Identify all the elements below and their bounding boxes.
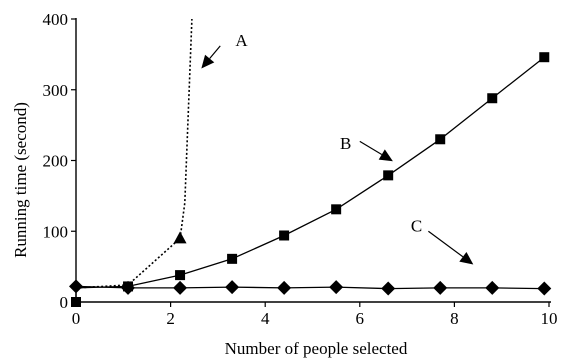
series-b-line [75,56,545,302]
series-b-point [331,204,342,215]
series-c-point [173,280,188,295]
arrow-a-shaft [209,45,221,59]
series-b-point [71,297,81,307]
series-c-point [485,280,500,295]
series-b-point [487,93,498,104]
series-c-point [121,280,136,295]
series-b-point [435,134,446,145]
arrow-c-head [459,251,474,265]
series-c-point [381,281,396,296]
y-tick-label: 0 [60,293,69,312]
series-c-point [537,281,552,296]
series-a-line [75,18,193,289]
series-c-line [75,285,545,290]
label-b: B [340,134,351,153]
y-tick-label: 400 [43,10,69,29]
label-a: A [235,31,248,50]
arrow-a-head [201,54,215,69]
series-a-point [173,231,187,244]
label-c: C [411,217,422,236]
x-tick-label: 10 [541,309,558,328]
y-tick-label: 100 [43,222,69,241]
series-b-point [279,230,290,241]
series-c-point [433,280,448,295]
series-b-point [227,253,238,264]
y-axis-title: Running time (second) [11,102,30,258]
arrow-b-head [378,149,393,162]
y-tick-label: 200 [43,152,69,171]
series-c-point [225,280,240,295]
series-c-point [329,280,344,295]
x-axis-title: Number of people selected [225,339,408,358]
x-tick-label: 6 [356,309,365,328]
x-tick-label: 8 [450,309,459,328]
x-tick-label: 2 [166,309,175,328]
arrow-b-shaft [359,140,383,156]
y-tick-label: 300 [43,81,69,100]
series-b-point [175,270,186,281]
arrow-c-shaft [428,230,464,258]
series-b-point [383,170,394,181]
series-c-point [277,280,292,295]
series-b-point [539,52,550,63]
x-tick-label: 4 [261,309,270,328]
series-c-point [69,279,83,294]
x-tick-label: 0 [72,309,81,328]
